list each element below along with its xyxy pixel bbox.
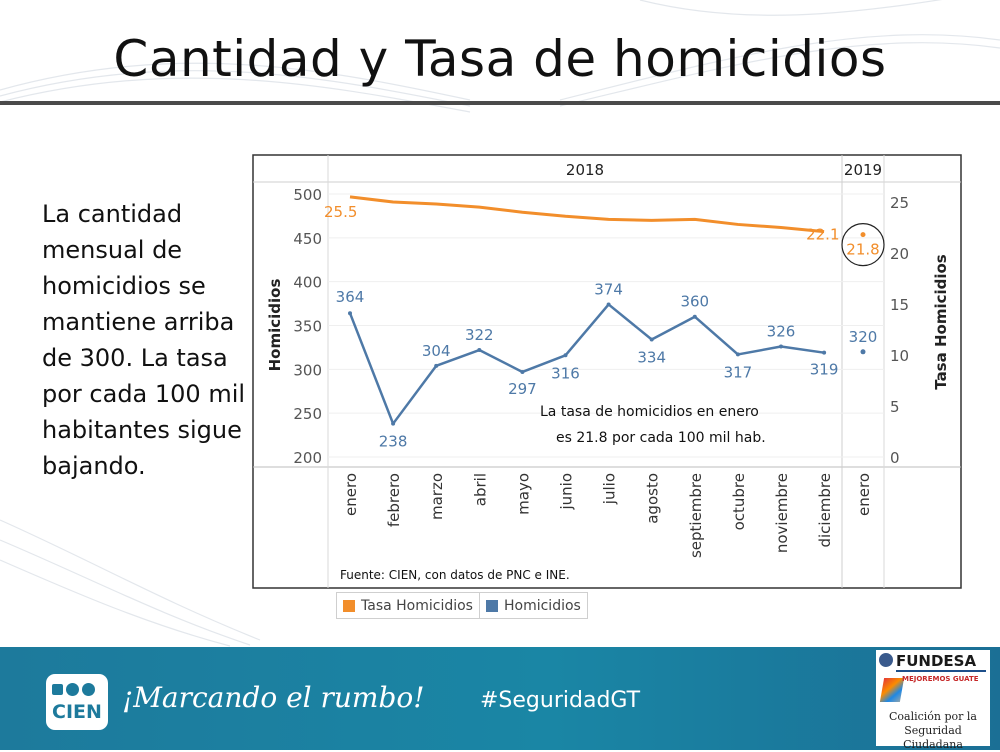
homicidios-point [477,348,481,352]
homicidios-data-label-2019: 320 [849,328,878,346]
tasa-point-2019 [861,232,866,237]
left-tick-label: 500 [293,186,322,204]
footer-slogan: ¡Marcando el rumbo! [122,681,425,714]
x-tick-label: diciembre [816,473,834,548]
left-tick-label: 350 [293,318,322,336]
right-tick-label: 25 [890,194,909,212]
chart-source: Fuente: CIEN, con datos de PNC e INE. [340,568,570,582]
left-axis-title: Homicidios [266,279,284,372]
homicidios-data-label: 364 [336,288,365,306]
cien-logo-dots-icon [52,683,95,696]
homicidios-point-2019 [861,349,866,354]
legend-label-tasa: Tasa Homicidios [361,598,473,614]
homicidios-data-label: 326 [767,323,796,341]
annotation-line-2: es 21.8 por cada 100 mil hab. [556,430,766,446]
homicidios-data-label: 297 [508,380,537,398]
legend-item-tasa[interactable]: Tasa Homicidios [337,593,479,618]
homicidios-data-label: 334 [637,349,666,367]
homicidios-point [607,302,611,306]
homicides-chart: 500 450 400 350 300 250 200 25 20 15 10 5 0 Homicidio… [252,154,962,589]
x-tick-label: marzo [428,473,446,520]
x-tick-label: octubre [730,473,748,530]
chart-legend: Tasa Homicidios Homicidios [336,592,588,619]
homicidios-point [736,352,740,356]
cien-logo-text: CIEN [46,701,108,723]
annotation-line-1: La tasa de homicidios en enero [540,404,759,420]
homicidios-point [564,353,568,357]
homicidios-data-label: 374 [594,280,623,298]
x-tick-label: noviembre [773,473,791,553]
tasa-data-label: 25.5 [324,203,357,221]
right-tick-label: 10 [890,347,909,365]
homicidios-data-label: 317 [724,363,753,381]
summary-text: La cantidad mensual de homicidios se man… [42,196,247,484]
homicidios-point [779,345,783,349]
left-tick-label: 300 [293,361,322,379]
x-tick-label: febrero [385,473,403,527]
mejoremos-guate-text: MEJOREMOS GUATE [902,675,979,683]
legend-swatch-tasa [343,600,355,612]
right-tick-label: 20 [890,245,909,263]
homicidios-data-label: 238 [379,433,408,451]
homicidios-point [348,311,352,315]
left-tick-label: 200 [293,449,322,467]
homicidios-point [520,370,524,374]
x-tick-label: agosto [644,473,662,524]
x-tick-label: enero [342,473,360,516]
homicidios-point [391,422,395,426]
x-tick-label: julio [601,473,619,505]
homicidios-data-label: 304 [422,342,451,360]
right-tick-label: 0 [890,449,900,467]
right-tick-label: 15 [890,296,909,314]
tasa-data-label-2019: 21.8 [846,241,879,259]
homicidios-data-label: 322 [465,326,494,344]
left-tick-label: 250 [293,405,322,423]
year-header-2019: 2019 [844,161,882,179]
x-tick-label-2019: enero [855,473,873,516]
legend-swatch-homicidios [486,600,498,612]
x-tick-label: mayo [514,473,532,515]
fundesa-globe-icon [879,653,893,667]
x-tick-label: abril [471,473,489,506]
fundesa-underline [896,670,986,672]
homicidios-data-label: 319 [810,361,839,379]
legend-label-homicidios: Homicidios [504,598,581,614]
page-title: Cantidad y Tasa de homicidios [0,30,1000,88]
footer-hashtag: #SeguridadGT [480,688,640,713]
homicidios-point [650,338,654,342]
tasa-data-label: 22.1 [806,226,839,244]
fundesa-logo: FUNDESA [879,652,976,670]
year-header-2018: 2018 [566,161,604,179]
left-tick-label: 450 [293,230,322,248]
title-divider [0,101,1000,105]
fundesa-logo-text: FUNDESA [896,652,976,670]
left-tick-label: 400 [293,274,322,292]
right-axis-title: Tasa Homicidios [932,254,950,390]
x-tick-label: junio [558,473,576,511]
partner-logo: FUNDESA MEJOREMOS GUATE Coalición por la… [876,650,990,746]
homicidios-point [822,351,826,355]
homicidios-point [693,315,697,319]
homicidios-data-label: 360 [680,293,709,311]
coalicion-line-2: Seguridad Ciudadana [876,724,990,752]
right-tick-label: 5 [890,398,900,416]
homicidios-point [434,364,438,368]
coalicion-line-1: Coalición por la [876,710,990,724]
cien-logo: CIEN [46,674,108,730]
x-tick-label: septiembre [687,473,705,558]
mejoremos-guate-icon [880,678,904,702]
homicidios-data-label: 316 [551,364,580,382]
legend-item-homicidios[interactable]: Homicidios [479,593,587,618]
coalicion-caption: Coalición por la Seguridad Ciudadana [876,710,990,752]
